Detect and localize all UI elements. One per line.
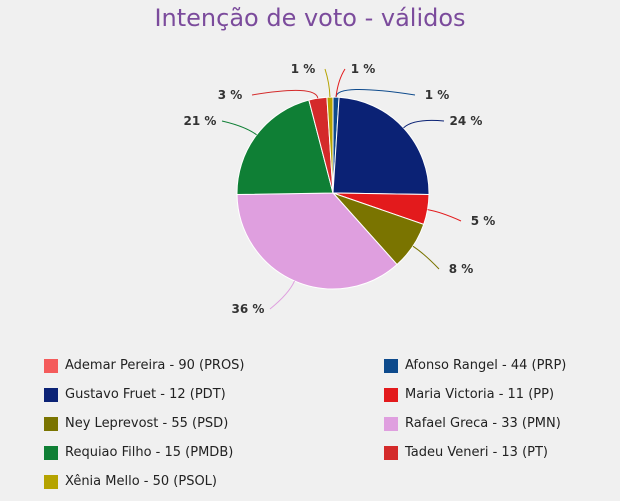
legend-swatch	[44, 416, 58, 431]
slice-label-2: 1 %	[425, 88, 450, 102]
slice-label-9: 1 %	[291, 62, 316, 76]
legend-item-6[interactable]: Rafael Greca - 33 (PMN)	[384, 416, 561, 431]
connector-line-2	[335, 89, 416, 98]
chart-title: Intenção de voto - válidos	[154, 4, 466, 32]
pie-slice-6[interactable]	[236, 192, 398, 290]
legend-item-1[interactable]: Ademar Pereira - 90 (PROS)	[44, 358, 245, 373]
legend-swatch	[44, 474, 58, 489]
pie-slice-3[interactable]	[332, 96, 430, 196]
slice-label-7: 21 %	[184, 114, 217, 128]
legend-label: Ney Leprevost - 55 (PSD)	[65, 416, 229, 431]
slice-label-5: 8 %	[449, 262, 474, 276]
legend-item-7[interactable]: Requiao Filho - 15 (PMDB)	[44, 445, 233, 460]
slice-label-extra: 1 %	[351, 62, 376, 76]
legend-item-8[interactable]: Tadeu Veneri - 13 (PT)	[384, 445, 548, 460]
legend-swatch	[384, 416, 398, 431]
legend-swatch	[384, 358, 398, 373]
slice-label-8: 3 %	[218, 88, 243, 102]
legend-label: Requiao Filho - 15 (PMDB)	[65, 445, 234, 460]
legend-label: Ademar Pereira - 90 (PROS)	[65, 358, 245, 373]
legend-label: Gustavo Fruet - 12 (PDT)	[65, 387, 226, 402]
connector-line-5	[412, 245, 440, 270]
legend-item-5[interactable]: Ney Leprevost - 55 (PSD)	[44, 416, 228, 431]
legend-item-9[interactable]: Xênia Mello - 50 (PSOL)	[44, 474, 217, 489]
slice-label-3: 24 %	[450, 114, 483, 128]
legend-swatch	[44, 445, 58, 460]
legend-swatch	[44, 358, 58, 373]
legend-label: Xênia Mello - 50 (PSOL)	[65, 474, 218, 489]
legend-swatch	[384, 387, 398, 402]
legend-swatch	[384, 445, 398, 460]
pie-slice-9[interactable]	[326, 96, 334, 194]
legend-item-2[interactable]: Afonso Rangel - 44 (PRP)	[384, 358, 566, 373]
legend-swatch	[44, 387, 58, 402]
legend-item-4[interactable]: Maria Victoria - 11 (PP)	[384, 387, 554, 402]
legend-label: Maria Victoria - 11 (PP)	[405, 387, 555, 402]
slice-label-6: 36 %	[232, 302, 265, 316]
legend-label: Tadeu Veneri - 13 (PT)	[405, 445, 549, 460]
legend-item-3[interactable]: Gustavo Fruet - 12 (PDT)	[44, 387, 226, 402]
legend-label: Afonso Rangel - 44 (PRP)	[405, 358, 567, 373]
slice-label-4: 5 %	[471, 214, 496, 228]
connector-line-9	[324, 68, 331, 98]
connector-line-3	[403, 119, 445, 129]
connector-line-4	[427, 209, 462, 222]
connector-line-6	[269, 280, 295, 310]
legend-label: Rafael Greca - 33 (PMN)	[405, 416, 561, 431]
connector-line-8	[251, 89, 319, 99]
connector-line-extra	[335, 68, 346, 98]
pie-slice-7[interactable]	[236, 99, 334, 196]
connector-line-7	[221, 120, 257, 136]
